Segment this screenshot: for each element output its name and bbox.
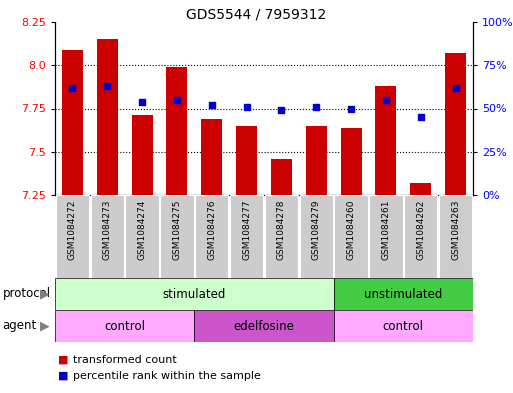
Text: GSM1084277: GSM1084277: [242, 199, 251, 260]
Bar: [62, 50, 83, 195]
Text: ▶: ▶: [40, 288, 50, 301]
Point: [103, 83, 111, 89]
Text: percentile rank within the sample: percentile rank within the sample: [73, 371, 261, 381]
Bar: [90, 195, 124, 278]
Bar: [376, 86, 397, 195]
Bar: [230, 195, 263, 278]
Text: GSM1084272: GSM1084272: [68, 199, 77, 259]
Text: GSM1084279: GSM1084279: [312, 199, 321, 260]
Bar: [341, 128, 362, 195]
Text: control: control: [383, 320, 424, 332]
Bar: [369, 195, 403, 278]
Text: GSM1084275: GSM1084275: [172, 199, 182, 260]
Text: GSM1084261: GSM1084261: [382, 199, 390, 260]
Bar: [445, 53, 466, 195]
Bar: [236, 126, 257, 195]
Text: GSM1084276: GSM1084276: [207, 199, 216, 260]
Bar: [404, 195, 438, 278]
Text: GSM1084273: GSM1084273: [103, 199, 112, 260]
Bar: [201, 119, 222, 195]
Bar: [439, 195, 472, 278]
Text: control: control: [104, 320, 145, 332]
Point: [347, 105, 355, 112]
Text: GSM1084262: GSM1084262: [416, 199, 425, 259]
Text: stimulated: stimulated: [163, 288, 226, 301]
Bar: [125, 195, 159, 278]
Bar: [55, 278, 333, 310]
Bar: [194, 310, 333, 342]
Text: edelfosine: edelfosine: [233, 320, 294, 332]
Bar: [56, 195, 89, 278]
Point: [382, 97, 390, 103]
Bar: [55, 310, 194, 342]
Text: agent: agent: [3, 320, 37, 332]
Text: ▶: ▶: [40, 320, 50, 332]
Bar: [97, 39, 117, 195]
Text: ■: ■: [57, 355, 68, 365]
Text: unstimulated: unstimulated: [364, 288, 443, 301]
Text: protocol: protocol: [3, 288, 51, 301]
Text: GSM1084278: GSM1084278: [277, 199, 286, 260]
Point: [208, 102, 216, 108]
Bar: [334, 195, 368, 278]
Bar: [132, 116, 152, 195]
Bar: [195, 195, 228, 278]
Point: [417, 114, 425, 120]
Bar: [333, 310, 473, 342]
Bar: [271, 159, 292, 195]
Point: [138, 98, 146, 105]
Bar: [166, 67, 187, 195]
Text: GDS5544 / 7959312: GDS5544 / 7959312: [186, 8, 327, 22]
Bar: [306, 126, 327, 195]
Text: GSM1084260: GSM1084260: [347, 199, 356, 260]
Point: [173, 97, 181, 103]
Point: [312, 104, 320, 110]
Bar: [333, 278, 473, 310]
Bar: [410, 183, 431, 195]
Text: transformed count: transformed count: [73, 355, 176, 365]
Bar: [160, 195, 193, 278]
Bar: [300, 195, 333, 278]
Text: GSM1084274: GSM1084274: [137, 199, 147, 259]
Point: [278, 107, 286, 113]
Point: [243, 104, 251, 110]
Text: ■: ■: [57, 371, 68, 381]
Point: [68, 84, 76, 91]
Bar: [265, 195, 298, 278]
Point: [451, 84, 460, 91]
Text: GSM1084263: GSM1084263: [451, 199, 460, 260]
